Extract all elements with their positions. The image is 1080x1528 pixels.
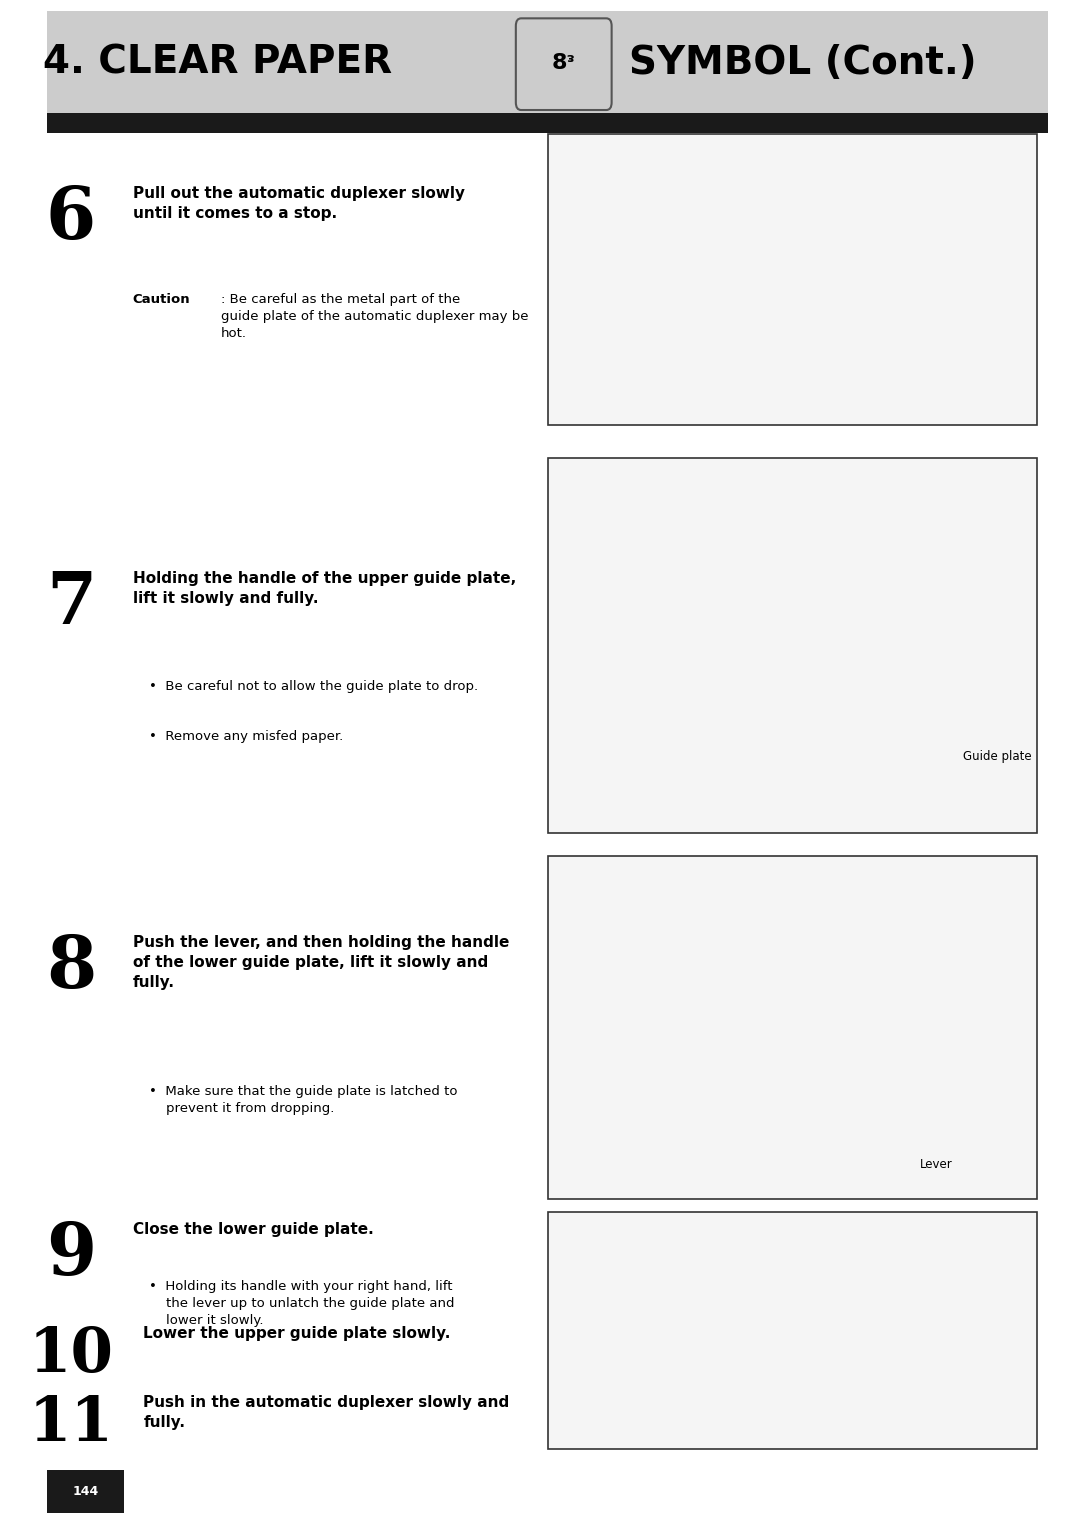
Text: •  Remove any misfed paper.: • Remove any misfed paper. (149, 730, 342, 744)
Text: Guide plate: Guide plate (963, 750, 1032, 762)
Text: Lever: Lever (919, 1158, 953, 1170)
FancyBboxPatch shape (516, 18, 611, 110)
Text: •  Be careful not to allow the guide plate to drop.: • Be careful not to allow the guide plat… (149, 680, 477, 694)
Text: Holding the handle of the upper guide plate,
lift it slowly and fully.: Holding the handle of the upper guide pl… (133, 571, 516, 607)
Bar (548, 856, 1038, 1199)
Text: Close the lower guide plate.: Close the lower guide plate. (133, 1222, 374, 1238)
Bar (548, 1212, 1038, 1449)
Bar (48, 11, 1048, 115)
Text: 6: 6 (45, 183, 96, 254)
Bar (548, 134, 1038, 425)
Text: 10: 10 (28, 1325, 113, 1384)
Bar (548, 458, 1038, 833)
Text: Push the lever, and then holding the handle
of the lower guide plate, lift it sl: Push the lever, and then holding the han… (133, 935, 509, 990)
Text: : Be careful as the metal part of the
guide plate of the automatic duplexer may : : Be careful as the metal part of the gu… (221, 293, 528, 341)
Text: Lower the upper guide plate slowly.: Lower the upper guide plate slowly. (144, 1326, 450, 1342)
Text: Caution: Caution (133, 293, 190, 307)
Text: 9: 9 (45, 1219, 96, 1290)
Text: SYMBOL (Cont.): SYMBOL (Cont.) (630, 44, 977, 81)
Text: 8ᵌ: 8ᵌ (552, 52, 576, 73)
Bar (48, 1470, 124, 1513)
Text: Pull out the automatic duplexer slowly
until it comes to a stop.: Pull out the automatic duplexer slowly u… (133, 186, 464, 222)
Text: 8: 8 (45, 932, 96, 1002)
Text: 144: 144 (72, 1485, 99, 1497)
Text: •  Make sure that the guide plate is latched to
    prevent it from dropping.: • Make sure that the guide plate is latc… (149, 1085, 457, 1115)
Text: 7: 7 (45, 568, 96, 639)
Text: •  Holding its handle with your right hand, lift
    the lever up to unlatch the: • Holding its handle with your right han… (149, 1280, 454, 1328)
Text: 11: 11 (28, 1394, 113, 1453)
Text: 4. CLEAR PAPER: 4. CLEAR PAPER (43, 44, 392, 81)
Bar (48, 113, 1048, 133)
Text: Push in the automatic duplexer slowly and
fully.: Push in the automatic duplexer slowly an… (144, 1395, 510, 1430)
